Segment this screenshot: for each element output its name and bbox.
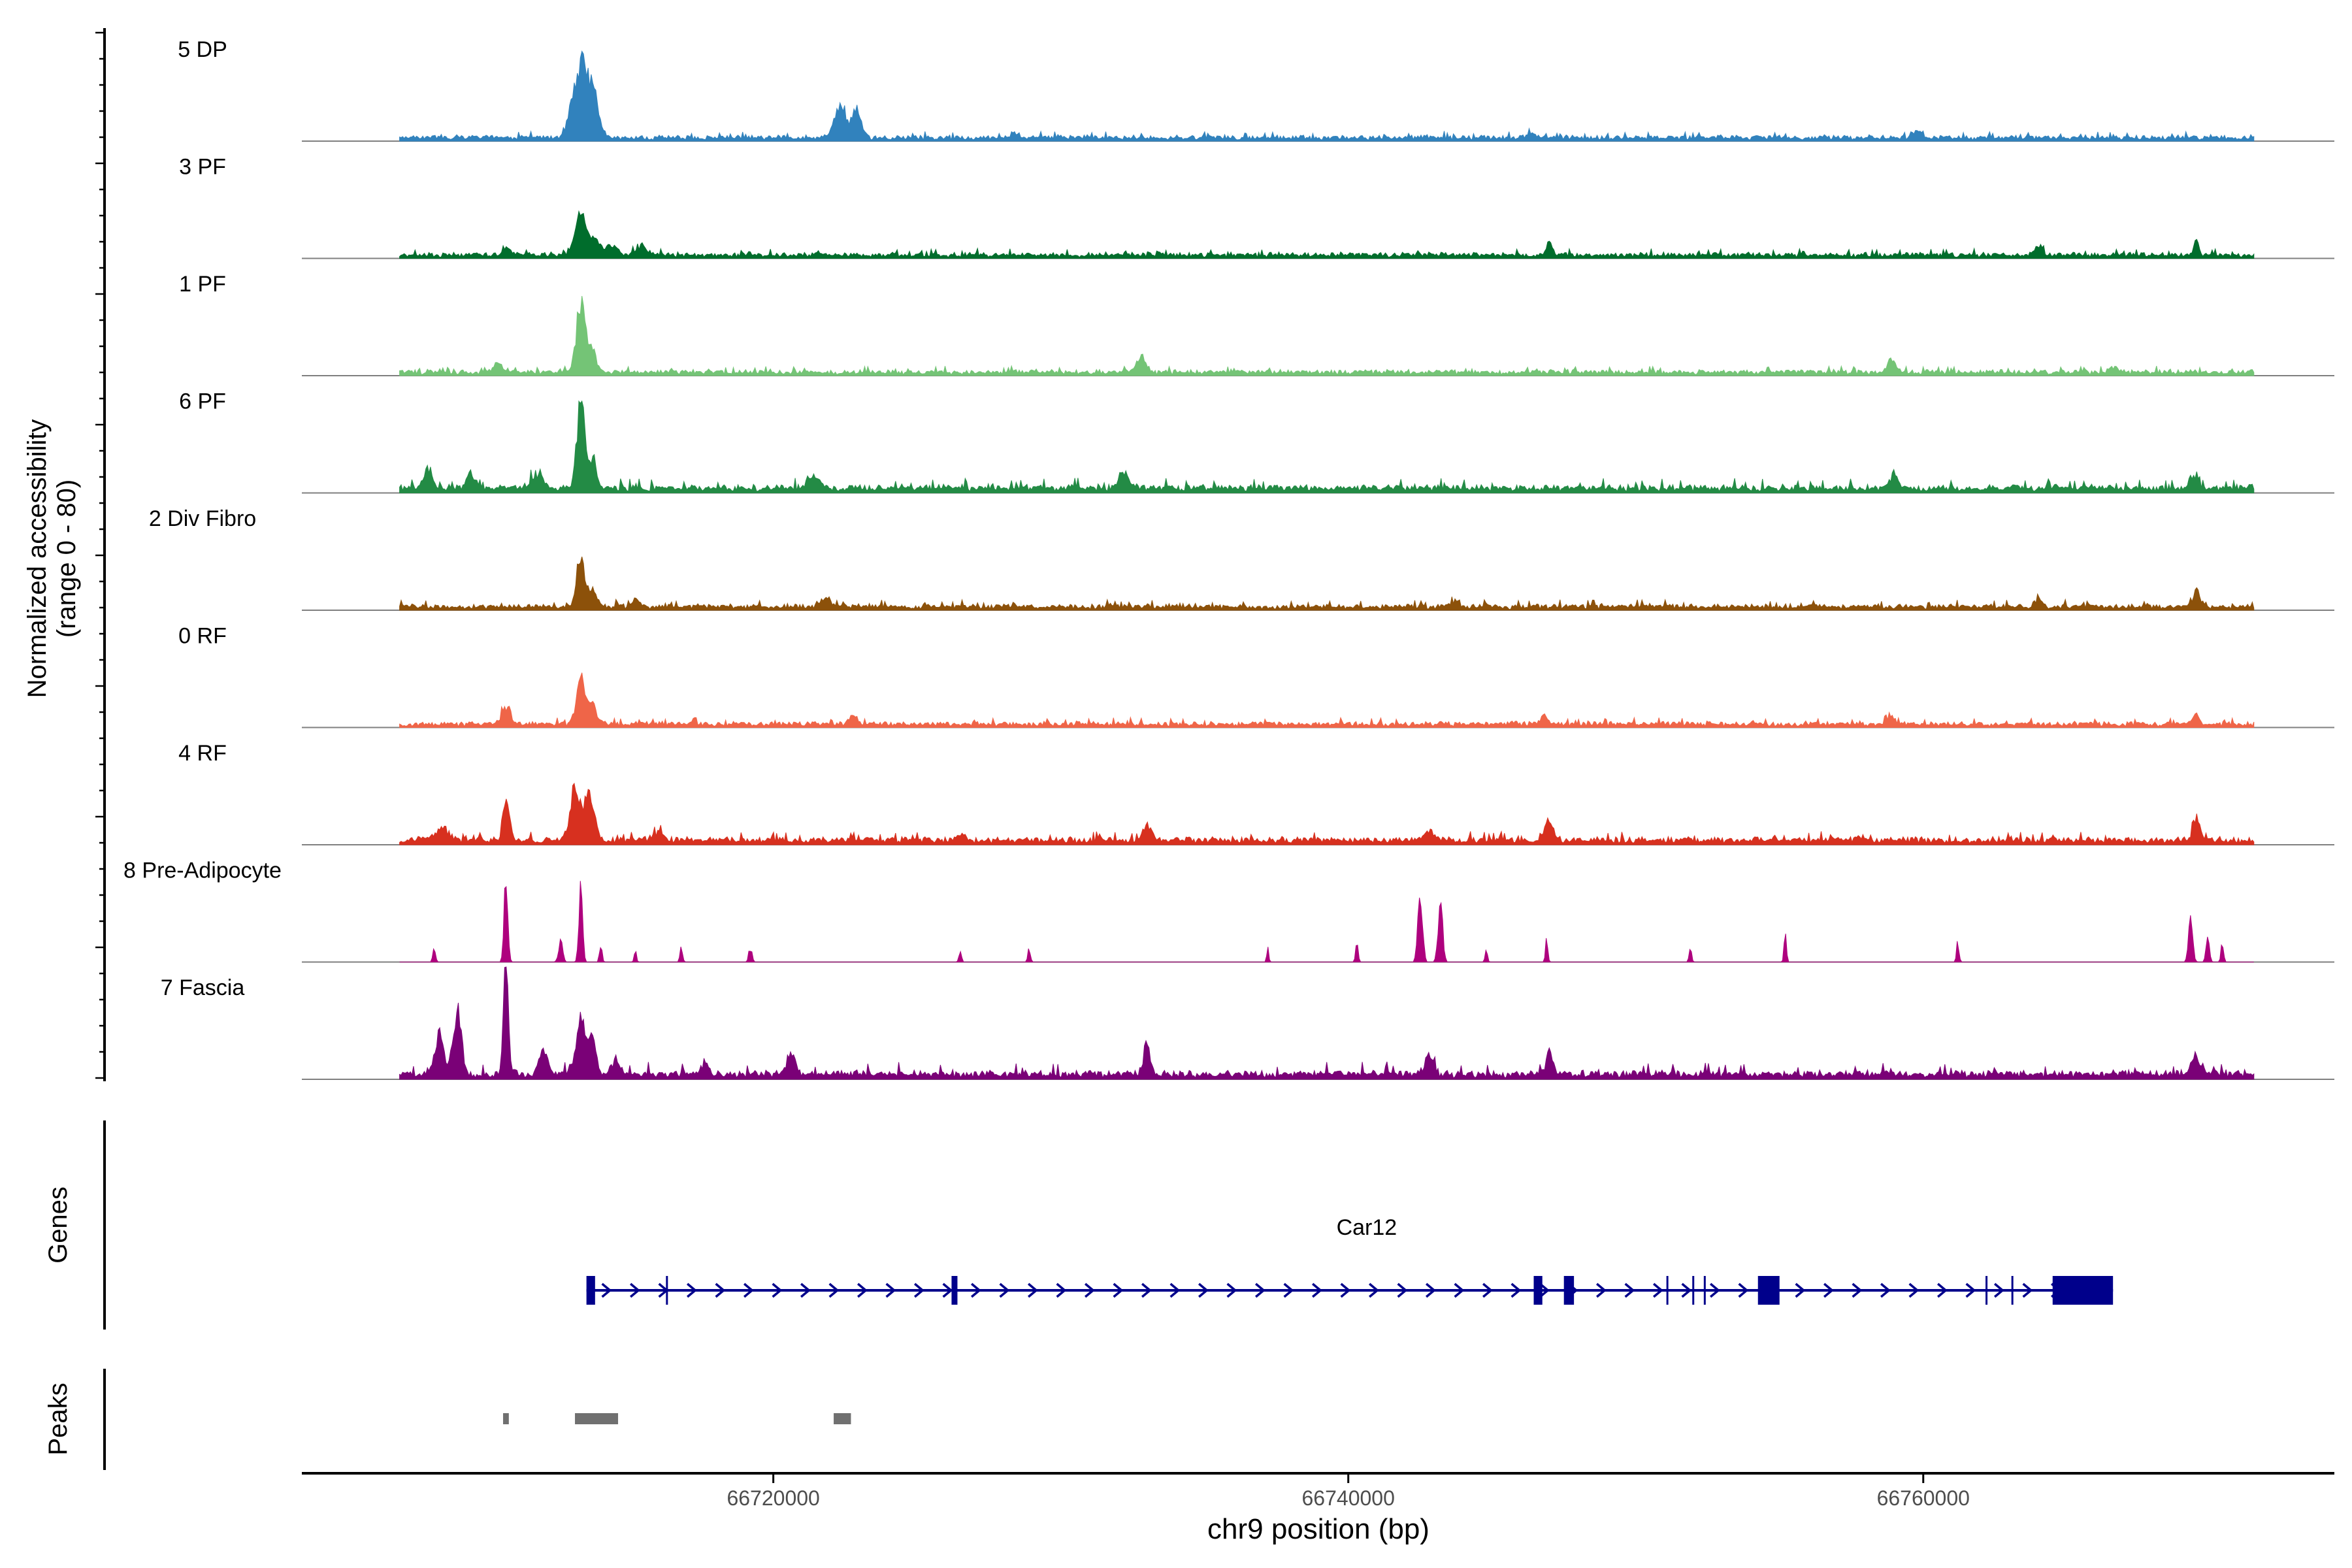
strand-arrow — [1852, 1282, 1863, 1298]
gene-exon — [1757, 1276, 1780, 1305]
gene-exon — [1533, 1276, 1543, 1305]
strand-arrow — [1937, 1282, 1948, 1298]
track-label: 3 PF — [179, 155, 226, 180]
coverage-area — [399, 210, 2255, 259]
strand-arrow — [1908, 1282, 1919, 1298]
strand-arrow — [772, 1282, 783, 1298]
track-label: 0 RF — [178, 624, 227, 649]
peak-region — [834, 1413, 851, 1424]
track-2-div-fibro: 2 Div Fibro — [149, 506, 2334, 611]
strand-arrow — [885, 1282, 896, 1298]
strand-arrow — [601, 1282, 612, 1298]
strand-arrow — [1169, 1282, 1181, 1298]
strand-arrow — [1312, 1282, 1322, 1298]
strand-arrow — [715, 1282, 726, 1298]
strand-arrow — [1426, 1282, 1436, 1298]
coverage-area — [399, 881, 2254, 962]
strand-arrow — [971, 1282, 981, 1298]
strand-arrow — [1681, 1282, 1692, 1298]
track-label: 2 Div Fibro — [149, 506, 256, 531]
track-label: 6 PF — [179, 389, 226, 414]
strand-arrow — [1226, 1282, 1237, 1298]
strand-arrow — [1085, 1282, 1095, 1298]
track-4-rf: 4 RF — [178, 741, 2334, 845]
coverage-tracks: 5 DP 3 PF 1 PF 6 PF 2 Div Fibro 0 RF 4 RF 8 Pre… — [123, 37, 2334, 1080]
strand-arrow — [1653, 1282, 1663, 1298]
x-axis-title: chr9 position (bp) — [1207, 1513, 1429, 1545]
track-0-rf: 0 RF — [178, 624, 2334, 728]
strand-arrow — [1738, 1282, 1749, 1298]
gene-exon — [586, 1276, 595, 1305]
x-tick-label: 66720000 — [727, 1486, 819, 1510]
track-7-fascia: 7 Fascia — [161, 966, 2334, 1080]
strand-arrow — [800, 1282, 811, 1298]
strand-arrow — [1397, 1282, 1408, 1298]
gene-exon — [2052, 1276, 2114, 1305]
gene-name-label: Car12 — [1337, 1215, 1397, 1240]
strand-arrow — [743, 1282, 754, 1298]
track-5-dp: 5 DP — [178, 37, 2334, 142]
strand-arrow — [828, 1282, 840, 1298]
strand-arrow — [1141, 1282, 1152, 1298]
strand-arrow — [687, 1282, 697, 1298]
strand-arrow — [1255, 1282, 1266, 1298]
x-tick-label: 66740000 — [1302, 1486, 1395, 1510]
genes-track-label: Genes — [44, 1186, 73, 1264]
strand-arrow — [1028, 1282, 1038, 1298]
strand-arrow — [1994, 1282, 2004, 1298]
gene-exon — [951, 1276, 958, 1305]
gene-model-car12 — [586, 1276, 2114, 1305]
strand-arrow — [1596, 1282, 1607, 1298]
coverage-area — [399, 966, 2255, 1080]
coverage-area — [399, 296, 2255, 376]
strand-arrow — [1710, 1282, 1720, 1298]
track-8-pre-adipocyte: 8 Pre-Adipocyte — [123, 858, 2334, 963]
coverage-area — [399, 672, 2255, 728]
coverage-area — [399, 782, 2255, 845]
strand-arrow — [630, 1282, 640, 1298]
coverage-area — [399, 50, 2255, 142]
peak-region — [575, 1413, 619, 1424]
peak-region — [503, 1413, 509, 1424]
track-6-pf: 6 PF — [179, 389, 2334, 494]
peak-regions — [503, 1413, 851, 1424]
strand-arrow — [1198, 1282, 1209, 1298]
strand-arrow — [1511, 1282, 1522, 1298]
gene-exon — [1563, 1276, 1575, 1305]
strand-arrow — [1113, 1282, 1124, 1298]
track-label: 8 Pre-Adipocyte — [123, 858, 282, 883]
peaks-track-label: Peaks — [44, 1382, 73, 1455]
strand-arrow — [1539, 1282, 1550, 1298]
strand-arrow — [1283, 1282, 1294, 1298]
x-tick-label: 66760000 — [1877, 1486, 1970, 1510]
strand-arrow — [1880, 1282, 1891, 1298]
track-1-pf: 1 PF — [179, 272, 2334, 376]
strand-arrow — [857, 1282, 868, 1298]
accessibility-y-axis — [95, 28, 106, 1081]
coverage-area — [399, 400, 2255, 493]
track-label: 5 DP — [178, 37, 227, 62]
strand-arrow — [1340, 1282, 1351, 1298]
coverage-area — [399, 556, 2255, 611]
strand-arrow — [1454, 1282, 1465, 1298]
x-axis-ticks: 66720000 66740000 66760000 — [727, 1473, 1970, 1510]
y-axis-title-line2: (range 0 - 80) — [52, 480, 81, 638]
strand-arrow — [1795, 1282, 1806, 1298]
y-axis-title-line1: Normalized accessibility — [23, 419, 52, 698]
strand-arrow — [914, 1282, 924, 1298]
strand-arrow — [1965, 1282, 1976, 1298]
strand-arrow — [1369, 1282, 1379, 1298]
strand-arrow — [1624, 1282, 1635, 1298]
track-label: 1 PF — [179, 272, 226, 297]
strand-arrow — [2022, 1282, 2033, 1298]
strand-arrow — [1056, 1282, 1067, 1298]
track-label: 4 RF — [178, 741, 227, 766]
strand-arrow — [1482, 1282, 1493, 1298]
strand-arrow — [999, 1282, 1010, 1298]
strand-arrow — [1823, 1282, 1834, 1298]
strand-arrow — [942, 1282, 953, 1298]
track-3-pf: 3 PF — [179, 155, 2334, 259]
track-label: 7 Fascia — [161, 975, 245, 1000]
